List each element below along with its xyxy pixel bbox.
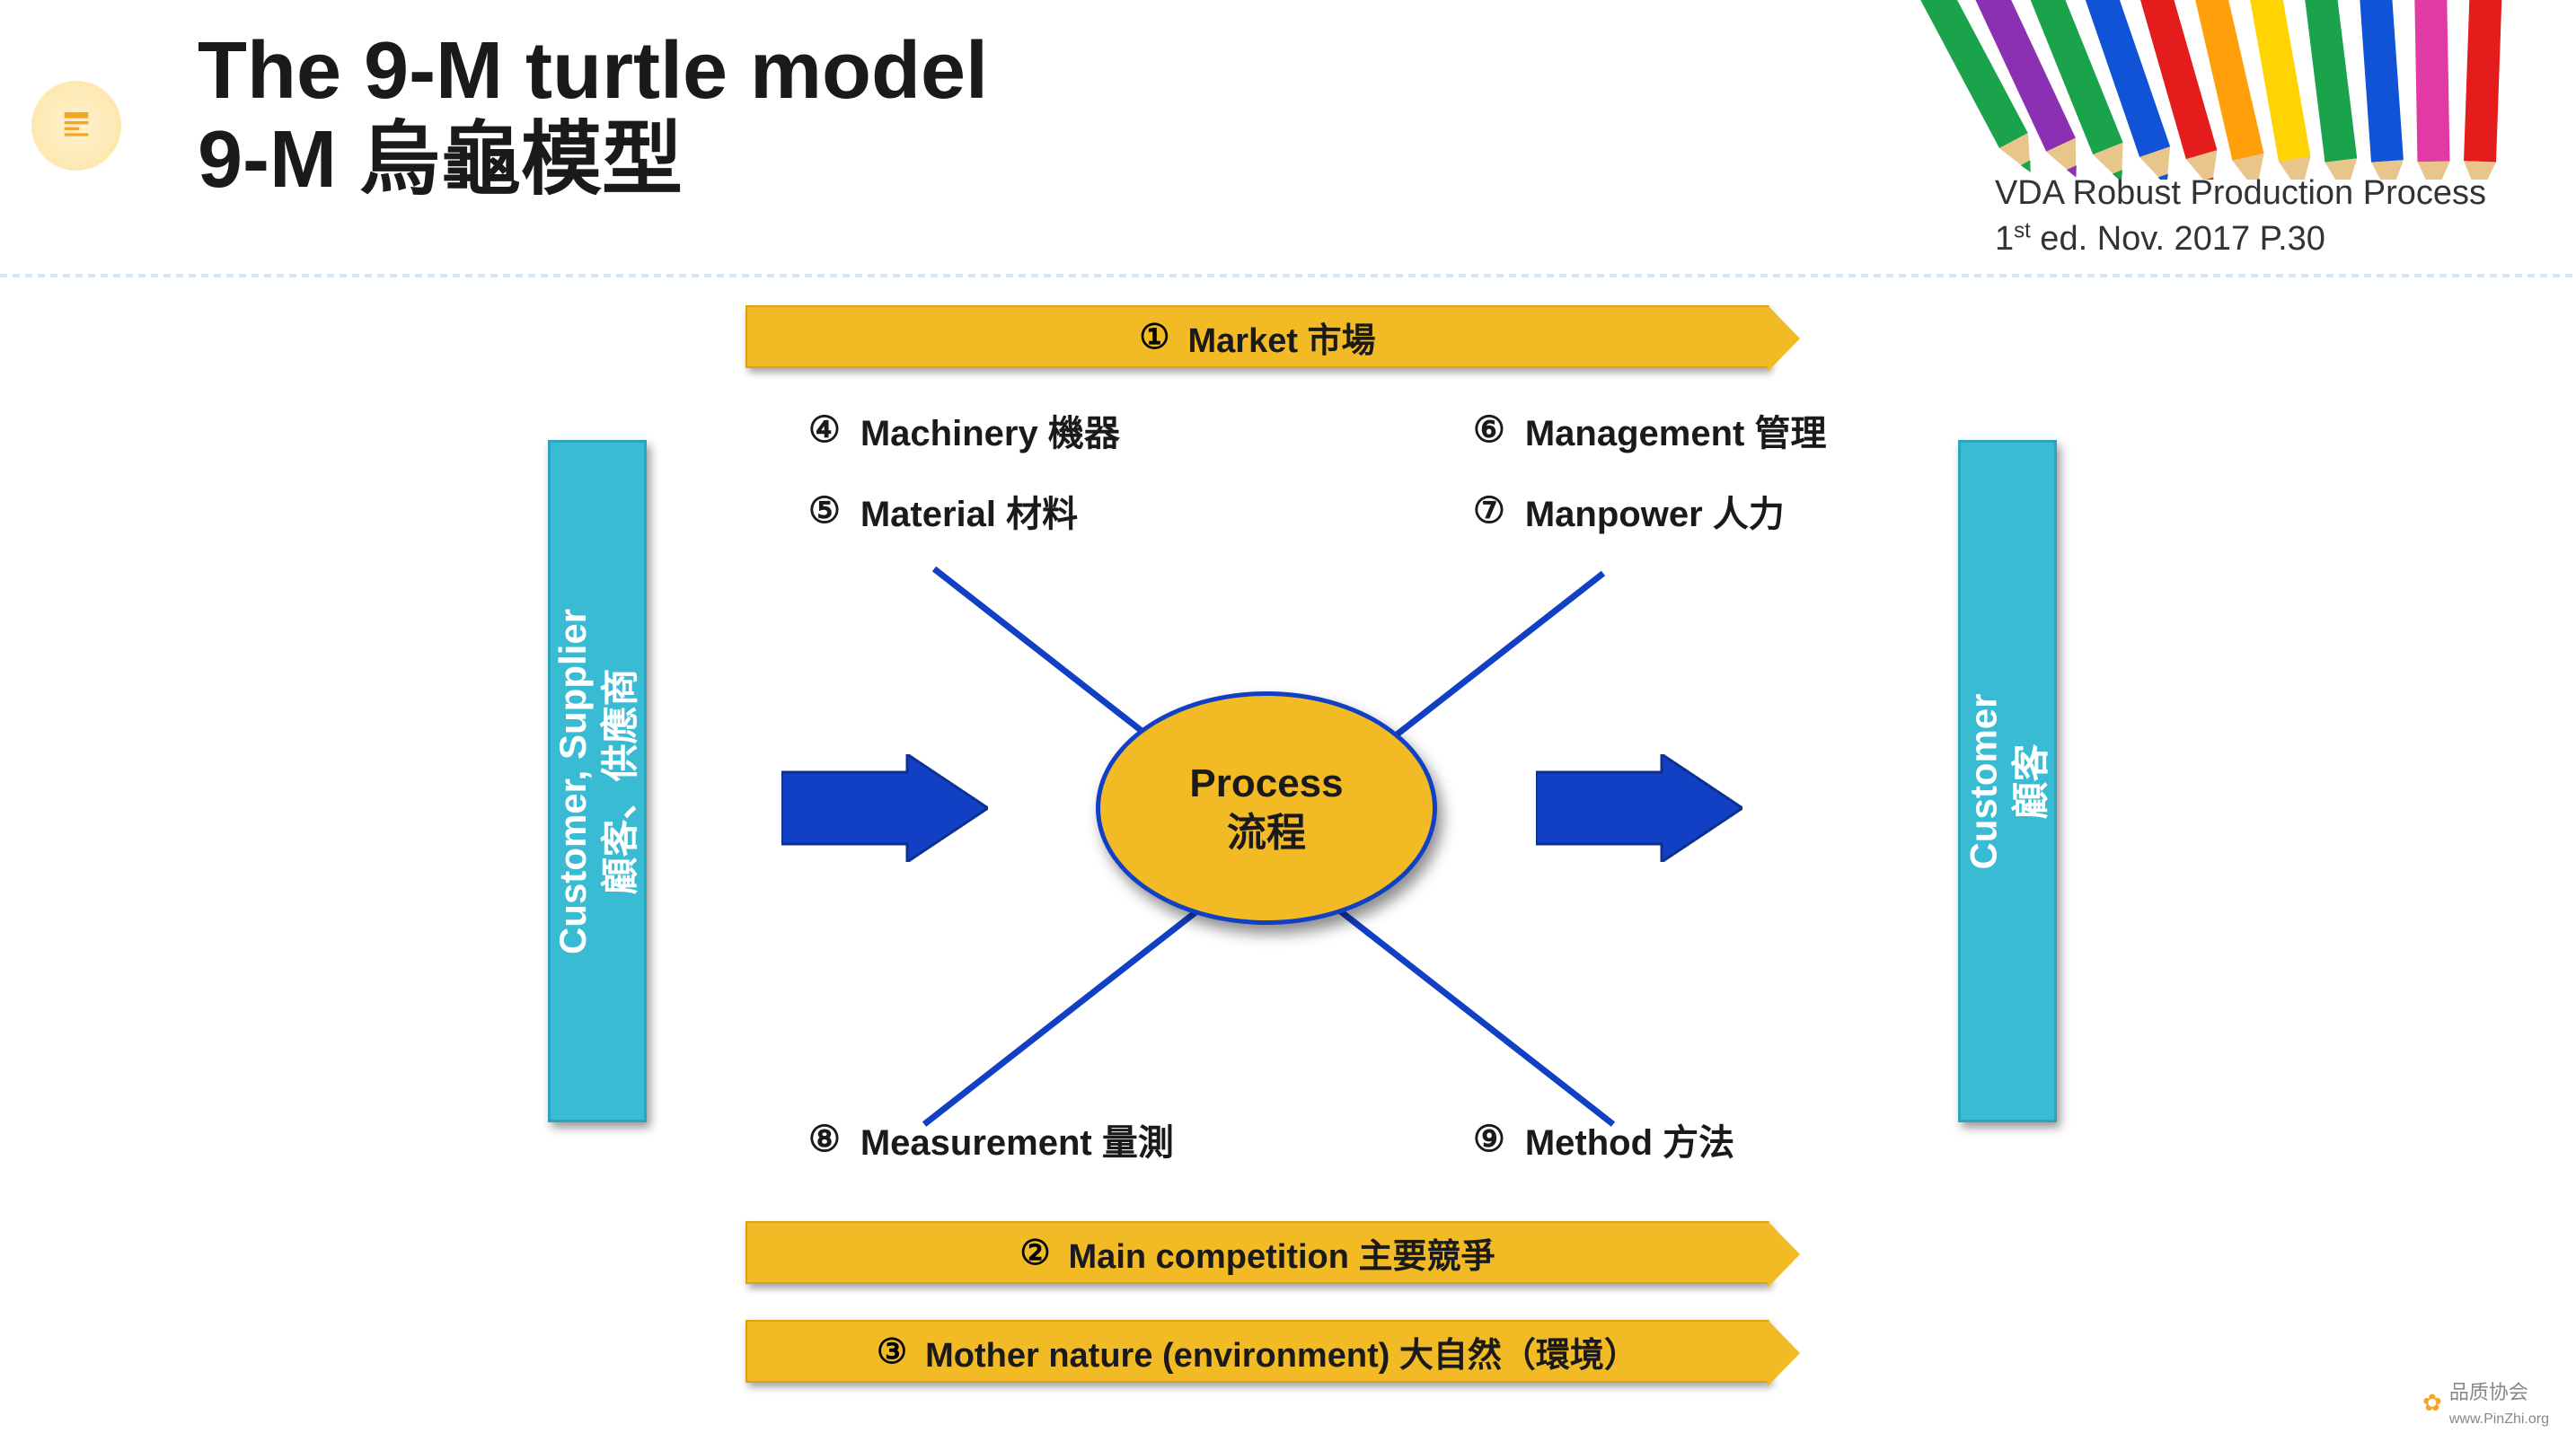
footer-dot-icon: ✿ [2422, 1389, 2442, 1417]
bar-market: ① Market 市場 [745, 305, 1769, 368]
arrow-right-icon [1536, 754, 1742, 862]
bar-nature: ③ Mother nature (environment) 大自然（環境） [745, 1320, 1769, 1383]
title-line-1: The 9-M turtle model [198, 27, 988, 116]
footer-text: 品质协会 www.PinZhi.org [2449, 1376, 2549, 1429]
item-measurement: ⑧ Measurement 量測 [808, 1113, 1174, 1165]
item-manpower: ⑦ Manpower 人力 [1473, 485, 1785, 537]
side-right-text: Customer 顧客 [1961, 693, 2055, 869]
bar-nature-num: ③ [877, 1332, 907, 1372]
footer-brand: ✿ 品质协会 www.PinZhi.org [2422, 1376, 2549, 1429]
bar-market-num: ① [1139, 317, 1169, 357]
arrow-left-icon [781, 754, 988, 862]
side-left-text: Customer, Supplier 顧客、供應商 [551, 608, 645, 954]
center-zh: 流程 [1227, 808, 1306, 857]
pencils-decoration [1678, 0, 2576, 180]
item-material: ⑤ Material 材料 [808, 485, 1078, 537]
header-icon-badge [31, 81, 121, 171]
connector-line-3 [1314, 890, 1615, 1127]
bar-competition: ② Main competition 主要競爭 [745, 1221, 1769, 1284]
bar-comp-num: ② [1019, 1233, 1050, 1273]
connector-line-2 [922, 890, 1223, 1127]
source-line-2: 1st ed. Nov. 2017 P.30 [1995, 216, 2486, 262]
title-line-2: 9-M 烏龜模型 [198, 116, 988, 205]
side-box-customer: Customer 顧客 [1958, 440, 2057, 1122]
bar-market-label: Market 市場 [1188, 312, 1376, 362]
document-icon [58, 108, 94, 144]
center-process: Process 流程 [1096, 691, 1437, 925]
header-divider [0, 274, 2576, 277]
turtle-diagram: Customer, Supplier 顧客、供應商 Customer 顧客 ① … [0, 278, 2576, 1442]
page-title: The 9-M turtle model 9-M 烏龜模型 [198, 27, 988, 205]
center-en: Process [1189, 759, 1343, 808]
bar-comp-label: Main competition 主要競爭 [1069, 1228, 1495, 1278]
bar-nature-label: Mother nature (environment) 大自然（環境） [925, 1327, 1638, 1376]
source-caption: VDA Robust Production Process 1st ed. No… [1995, 171, 2486, 263]
source-line-1: VDA Robust Production Process [1995, 171, 2486, 216]
item-management: ⑥ Management 管理 [1473, 404, 1826, 456]
side-box-customer-supplier: Customer, Supplier 顧客、供應商 [548, 440, 647, 1122]
item-machinery: ④ Machinery 機器 [808, 404, 1120, 456]
